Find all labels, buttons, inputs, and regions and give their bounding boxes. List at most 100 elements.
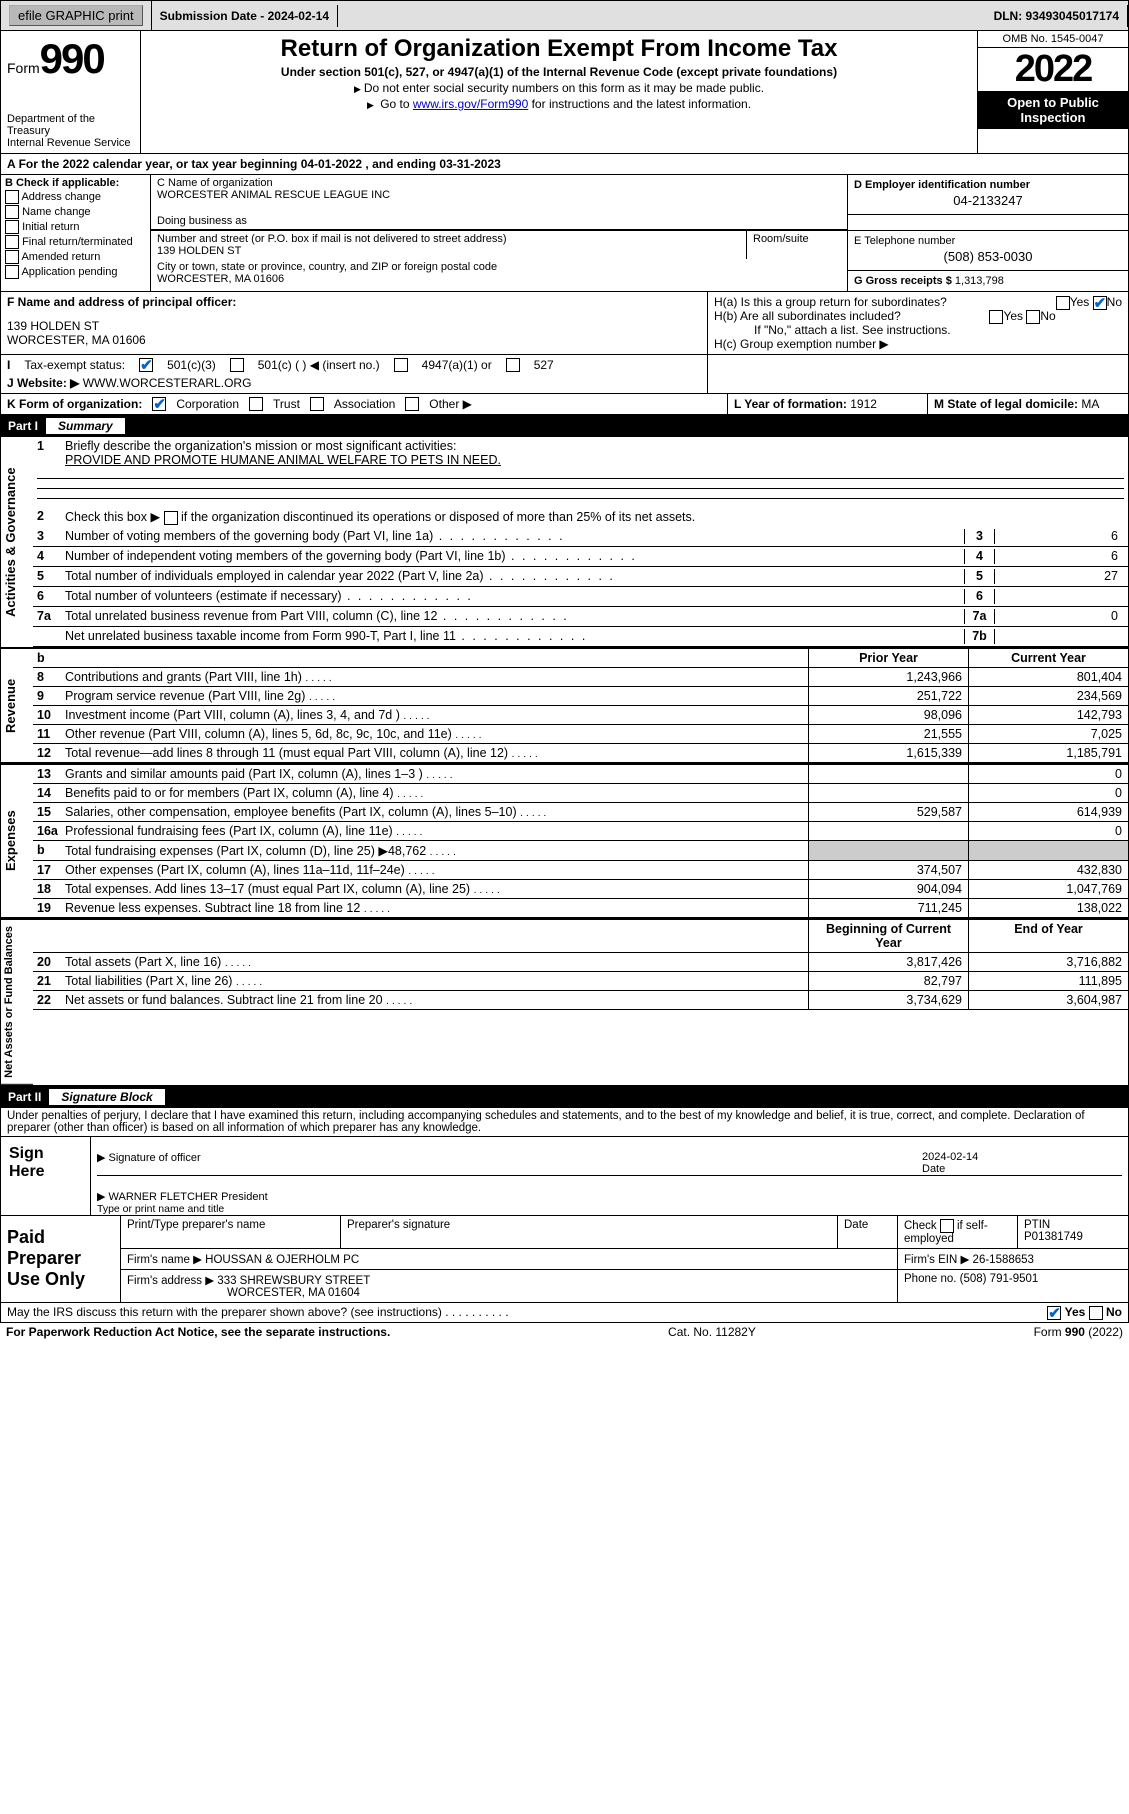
prior-val: 251,722 [808, 687, 968, 705]
officer-addr1: 139 HOLDEN ST [7, 319, 701, 333]
formorg-label: K Form of organization: [7, 397, 142, 411]
prior-val [808, 822, 968, 840]
website-label: Website: ▶ [17, 376, 79, 390]
open-inspection: Open to Public Inspection [978, 91, 1128, 129]
chk-501c3[interactable] [139, 358, 153, 372]
sig-officer-label: Signature of officer [109, 1152, 201, 1164]
chk-address[interactable]: Address change [5, 190, 146, 204]
dba-label: Doing business as [157, 215, 841, 227]
ppu-h2: Preparer's signature [341, 1216, 838, 1248]
section-expenses: Expenses [1, 765, 33, 918]
chk-527[interactable] [506, 358, 520, 372]
chk-corp[interactable] [152, 397, 166, 411]
hdr-eoy: End of Year [968, 920, 1128, 952]
ppu-label: Paid Preparer Use Only [1, 1216, 121, 1302]
prior-val: 21,555 [808, 725, 968, 743]
note-link: Go to www.irs.gov/Form990 for instructio… [145, 97, 973, 111]
hdr-boy: Beginning of Current Year [808, 920, 968, 952]
officer-addr2: WORCESTER, MA 01606 [7, 333, 701, 347]
top-bar: efile GRAPHIC print Submission Date - 20… [0, 0, 1129, 31]
sig-date: 2024-02-14 [922, 1151, 978, 1163]
row-desc: Net assets or fund balances. Subtract li… [61, 991, 808, 1009]
current-val: 234,569 [968, 687, 1128, 705]
sign-here-label: Sign Here [1, 1137, 91, 1215]
govline-text: Total number of individuals employed in … [65, 569, 964, 583]
street-label: Number and street (or P.O. box if mail i… [157, 233, 740, 245]
current-val: 111,895 [968, 972, 1128, 990]
ppu-phone: (508) 791-9501 [960, 1273, 1039, 1285]
row-desc: Total fundraising expenses (Part IX, col… [61, 841, 808, 860]
hb-note: If "No," attach a list. See instructions… [714, 323, 1122, 337]
footer-right: Form 990 (2022) [1034, 1325, 1123, 1339]
chk-trust[interactable] [249, 397, 263, 411]
prior-val [808, 765, 968, 783]
period-label-a: A [7, 157, 15, 171]
chk-501c[interactable] [230, 358, 244, 372]
row-desc: Program service revenue (Part VIII, line… [61, 687, 808, 705]
gross-value: 1,313,798 [955, 275, 1004, 287]
prior-val: 1,615,339 [808, 744, 968, 762]
current-val: 0 [968, 822, 1128, 840]
chk-amended[interactable]: Amended return [5, 250, 146, 264]
chk-assoc[interactable] [310, 397, 324, 411]
row-desc: Benefits paid to or for members (Part IX… [61, 784, 808, 802]
section-netassets: Net Assets or Fund Balances [1, 920, 33, 1085]
form-header: Form990 Department of the Treasury Inter… [0, 31, 1129, 154]
part1-bar: Part I Summary [0, 415, 1129, 437]
prior-val: 711,245 [808, 899, 968, 917]
chk-final[interactable]: Final return/terminated [5, 235, 146, 249]
govline-box: 5 [964, 569, 994, 584]
section-governance: Activities & Governance [1, 437, 33, 647]
govline-box: 6 [964, 589, 994, 604]
discuss-text: May the IRS discuss this return with the… [7, 1305, 442, 1319]
officer-label: F Name and address of principal officer: [7, 295, 701, 309]
current-val: 432,830 [968, 861, 1128, 879]
footer-mid: Cat. No. 11282Y [668, 1325, 756, 1339]
current-val: 138,022 [968, 899, 1128, 917]
line2-text: Check this box ▶ if the organization dis… [65, 509, 1124, 525]
chk-discuss-yes[interactable] [1047, 1306, 1061, 1320]
current-val: 3,604,987 [968, 991, 1128, 1009]
row-desc: Total revenue—add lines 8 through 11 (mu… [61, 744, 808, 762]
govline-text: Total unrelated business revenue from Pa… [65, 609, 964, 623]
discuss-row: May the IRS discuss this return with the… [0, 1303, 1129, 1323]
chk-name[interactable]: Name change [5, 205, 146, 219]
chk-other[interactable] [405, 397, 419, 411]
sig-declaration: Under penalties of perjury, I declare th… [1, 1108, 1128, 1136]
chk-pending[interactable]: Application pending [5, 265, 146, 279]
ppu-addr1: 333 SHREWSBURY STREET [217, 1275, 370, 1287]
row-desc: Grants and similar amounts paid (Part IX… [61, 765, 808, 783]
chk-discuss-no[interactable] [1089, 1306, 1103, 1320]
row-desc: Total assets (Part X, line 16) . . . . . [61, 953, 808, 971]
gross-label: G Gross receipts $ [854, 275, 952, 287]
govline-val: 27 [994, 569, 1124, 584]
chk-initial[interactable]: Initial return [5, 220, 146, 234]
current-val: 0 [968, 784, 1128, 802]
govline-box: 3 [964, 529, 994, 544]
section-revenue: Revenue [1, 649, 33, 763]
ppu-ptin: P01381749 [1024, 1231, 1083, 1243]
yof-label: L Year of formation: [734, 397, 850, 411]
chk-4947[interactable] [394, 358, 408, 372]
current-val: 142,793 [968, 706, 1128, 724]
current-val: 3,716,882 [968, 953, 1128, 971]
form-subtitle: Under section 501(c), 527, or 4947(a)(1)… [281, 65, 837, 79]
city-value: WORCESTER, MA 01606 [157, 273, 841, 285]
efile-print-button[interactable]: efile GRAPHIC print [9, 5, 143, 26]
govline-text: Number of independent voting members of … [65, 549, 964, 563]
row-desc: Revenue less expenses. Subtract line 18 … [61, 899, 808, 917]
website-value: WWW.WORCESTERARL.ORG [83, 376, 252, 390]
mission-text: PROVIDE AND PROMOTE HUMANE ANIMAL WELFAR… [65, 453, 501, 467]
govline-box: 7a [964, 609, 994, 624]
current-val: 1,047,769 [968, 880, 1128, 898]
ppu-h4: Check if self-employed [898, 1216, 1018, 1248]
govline-text: Number of voting members of the governin… [65, 529, 964, 543]
irs-link[interactable]: www.irs.gov/Form990 [413, 97, 528, 111]
prior-val: 3,734,629 [808, 991, 968, 1009]
ha-row: H(a) Is this a group return for subordin… [714, 295, 1122, 309]
check-label: B Check if applicable: [5, 177, 146, 189]
mission-prompt: Briefly describe the organization's miss… [65, 439, 456, 453]
govline-text: Total number of volunteers (estimate if … [65, 589, 964, 603]
prior-val [808, 784, 968, 802]
current-val: 0 [968, 765, 1128, 783]
